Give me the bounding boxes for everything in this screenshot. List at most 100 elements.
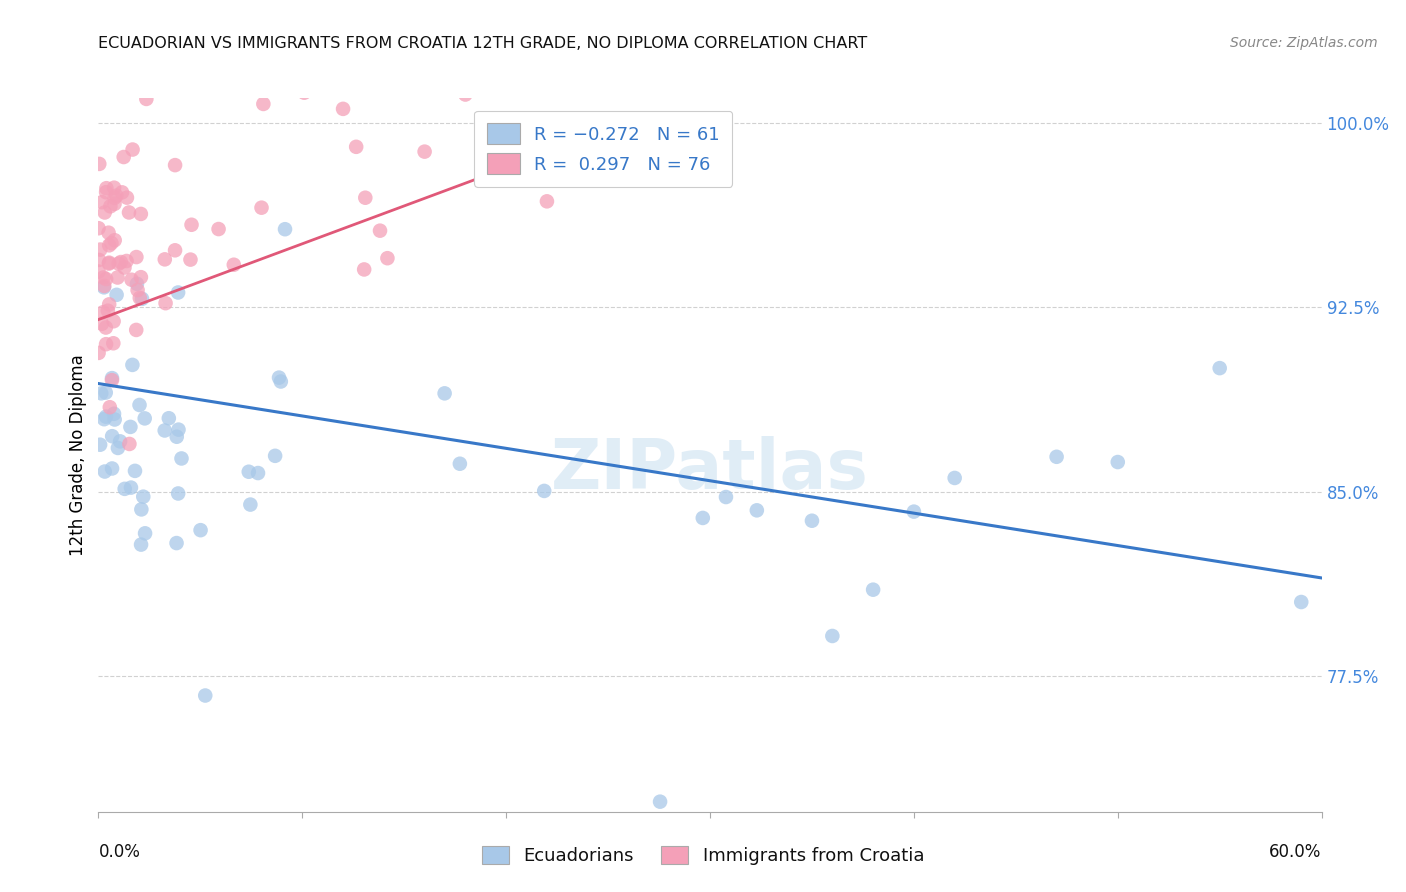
Point	[377, 251, 399, 265]
Point	[105, 288, 128, 302]
Point	[93, 412, 115, 426]
Point	[125, 277, 148, 291]
Point	[91, 195, 114, 210]
Point	[449, 457, 471, 471]
Point	[238, 465, 260, 479]
Point	[120, 481, 142, 495]
Point	[135, 92, 157, 106]
Point	[495, 161, 517, 175]
Point	[180, 218, 202, 232]
Point	[94, 320, 117, 334]
Point	[98, 297, 121, 311]
Point	[190, 523, 212, 537]
Point	[94, 385, 117, 400]
Point	[344, 140, 367, 154]
Point	[112, 150, 135, 164]
Point	[87, 264, 110, 278]
Point	[87, 252, 110, 267]
Point	[98, 80, 121, 95]
Point	[103, 197, 125, 211]
Point	[97, 226, 120, 240]
Point	[264, 449, 287, 463]
Text: ZIPatlas: ZIPatlas	[551, 435, 869, 503]
Point	[821, 629, 844, 643]
Point	[93, 270, 115, 285]
Text: ECUADORIAN VS IMMIGRANTS FROM CROATIA 12TH GRADE, NO DIPLOMA CORRELATION CHART: ECUADORIAN VS IMMIGRANTS FROM CROATIA 12…	[98, 36, 868, 51]
Point	[270, 375, 292, 389]
Point	[1045, 450, 1069, 464]
Point	[250, 201, 273, 215]
Point	[87, 221, 110, 235]
Point	[165, 158, 187, 172]
Point	[167, 423, 190, 437]
Point	[219, 39, 242, 54]
Point	[107, 441, 129, 455]
Point	[862, 582, 884, 597]
Point	[103, 314, 125, 328]
Point	[107, 257, 129, 271]
Point	[267, 370, 290, 384]
Text: 60.0%: 60.0%	[1270, 843, 1322, 861]
Point	[134, 411, 156, 425]
Point	[128, 291, 150, 305]
Point	[129, 270, 152, 285]
Point	[332, 102, 354, 116]
Point	[101, 373, 124, 387]
Point	[100, 199, 122, 213]
Legend: Ecuadorians, Immigrants from Croatia: Ecuadorians, Immigrants from Croatia	[472, 837, 934, 874]
Point	[94, 337, 117, 351]
Point	[170, 451, 193, 466]
Point	[157, 411, 180, 425]
Point	[134, 526, 156, 541]
Point	[107, 270, 129, 285]
Point	[90, 386, 112, 401]
Point	[103, 407, 125, 421]
Point	[120, 420, 142, 434]
Point	[94, 409, 117, 424]
Point	[179, 252, 201, 267]
Point	[114, 260, 136, 275]
Point	[101, 429, 124, 443]
Point	[114, 482, 136, 496]
Point	[91, 305, 114, 319]
Point	[101, 371, 124, 385]
Point	[131, 292, 153, 306]
Point	[222, 258, 245, 272]
Point	[89, 243, 111, 257]
Point	[94, 185, 117, 199]
Point	[207, 222, 229, 236]
Point	[163, 244, 186, 258]
Point	[166, 430, 188, 444]
Point	[167, 486, 190, 500]
Point	[118, 205, 141, 219]
Point	[110, 255, 132, 269]
Point	[121, 273, 143, 287]
Y-axis label: 12th Grade, No Diploma: 12th Grade, No Diploma	[69, 354, 87, 556]
Point	[292, 86, 315, 100]
Point	[354, 191, 377, 205]
Point	[93, 205, 115, 219]
Point	[413, 145, 436, 159]
Point	[104, 412, 127, 426]
Point	[118, 437, 141, 451]
Point	[94, 465, 117, 479]
Point	[801, 514, 824, 528]
Point	[89, 438, 111, 452]
Point	[166, 536, 188, 550]
Point	[274, 222, 297, 236]
Point	[153, 424, 176, 438]
Point	[903, 505, 925, 519]
Point	[111, 186, 134, 200]
Point	[1209, 361, 1232, 376]
Point	[692, 511, 714, 525]
Point	[155, 296, 177, 310]
Point	[100, 236, 122, 251]
Point	[97, 257, 120, 271]
Point	[368, 224, 391, 238]
Point	[648, 795, 671, 809]
Point	[125, 250, 148, 264]
Point	[101, 461, 124, 475]
Point	[87, 346, 110, 360]
Legend: R = −0.272   N = 61, R =  0.297   N = 76: R = −0.272 N = 61, R = 0.297 N = 76	[474, 111, 733, 186]
Point	[105, 188, 128, 202]
